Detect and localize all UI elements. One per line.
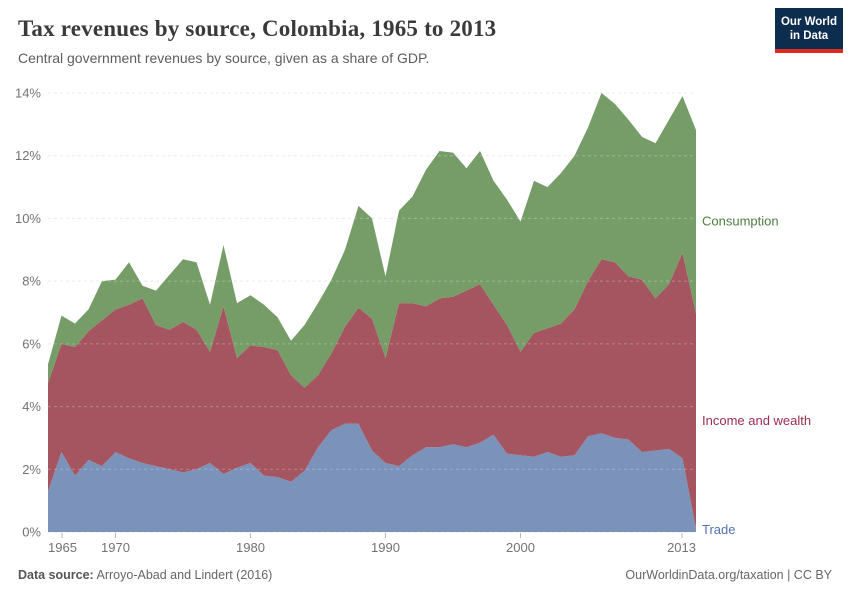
owid-logo-line2: in Data [789,30,829,43]
data-source-label: Data source: [18,568,94,582]
owid-credit-link[interactable]: OurWorldinData.org/taxation | CC BY [625,568,832,582]
series-label-income-and-wealth[interactable]: Income and wealth [702,413,811,428]
data-source-value: Arroyo-Abad and Lindert (2016) [93,568,273,582]
owid-logo-accent-bar [775,49,843,54]
y-tick-label-10: 10% [15,211,41,226]
page-title: Tax revenues by source, Colombia, 1965 t… [18,16,497,41]
y-tick-label-12: 12% [15,148,41,163]
area-trade[interactable] [48,423,696,532]
y-tick-label-14: 14% [15,86,41,101]
y-tick-label-0: 0% [22,525,41,540]
y-tick-label-4: 4% [22,399,41,414]
x-tick-label-2000: 2000 [506,540,535,555]
x-tick-label-1980: 1980 [236,540,265,555]
y-tick-label-6: 6% [22,336,41,351]
y-tick-label-2: 2% [22,462,41,477]
series-label-consumption[interactable]: Consumption [702,214,779,229]
x-tick-label-1990: 1990 [371,540,400,555]
area-consumption[interactable] [48,93,696,388]
owid-logo[interactable]: Our World in Data [775,8,843,54]
x-tick-label-2013: 2013 [667,540,696,555]
owid-logo-text: Our World in Data [775,8,843,49]
page-subtitle: Central government revenues by source, g… [18,50,430,66]
series-label-trade[interactable]: Trade [702,522,735,537]
y-tick-label-8: 8% [22,274,41,289]
owid-logo-line1: Our World [780,16,837,28]
x-tick-label-1965: 1965 [48,540,77,555]
area-income-and-wealth[interactable] [48,252,696,529]
chart-footer: OurWorldinData.org/taxation | CC BY Data… [18,568,832,582]
x-tick-label-1970: 1970 [101,540,130,555]
